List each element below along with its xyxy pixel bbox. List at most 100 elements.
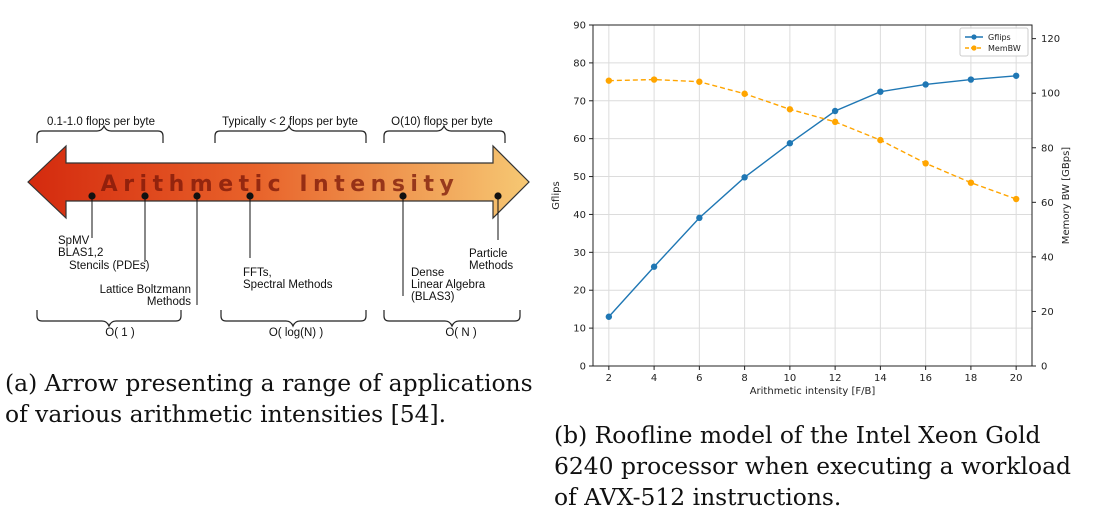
x-tick-label: 18 (965, 373, 978, 384)
legend-marker (971, 45, 977, 51)
x-tick-label: 14 (874, 373, 887, 384)
marker-label-line: FFTs, (243, 267, 272, 279)
legend-entry: MemBW (988, 44, 1021, 53)
marker-particle-methods: Particle Methods (469, 192, 513, 272)
marker-label-line: Linear Algebra (411, 279, 486, 291)
y-tick-label: 0 (580, 362, 586, 373)
x-tick-label: 8 (741, 373, 747, 384)
marker-label-line: BLAS1,2 (58, 247, 103, 259)
y2-tick-label: 20 (1041, 307, 1054, 318)
figure-a: 0.1-1.0 flops per byte Typically < 2 flo… (27, 116, 530, 339)
data-point-membw (741, 90, 748, 97)
x-axis-label: Arithmetic intensity [F/B] (750, 386, 876, 397)
marker-label-line: Dense (411, 267, 444, 279)
data-point-gflips (1012, 72, 1020, 79)
top-brace-2 (214, 124, 367, 143)
data-point-membw (696, 78, 703, 85)
caption-b: (b) Roofline model of the Intel Xeon Gol… (554, 420, 1099, 513)
x-tick-label: 20 (1010, 373, 1023, 384)
series-line-gflips (608, 75, 1017, 318)
marker-dense-linear-algebra: Dense Linear Algebra (BLAS3) (399, 192, 486, 303)
x-tick-label: 6 (696, 373, 702, 384)
data-point-gflips (831, 107, 839, 115)
marker-label-line: Spectral Methods (243, 279, 333, 291)
caption-line: 6240 processor when executing a workload (554, 452, 1071, 480)
data-point-membw (786, 106, 794, 113)
x-tick-label: 12 (829, 373, 842, 384)
y-axis-label: Gflips (551, 181, 562, 209)
legend-box (959, 27, 1029, 57)
y-tick-label: 60 (573, 134, 586, 145)
marker-label-line: Methods (469, 260, 513, 272)
x-tick-label: 16 (919, 373, 932, 384)
plot-frame (592, 24, 1033, 367)
double-arrow (27, 144, 530, 220)
data-point-membw (922, 160, 929, 167)
data-point-membw (1012, 195, 1020, 203)
bottom-bracket-label-3: O( N ) (445, 327, 476, 339)
marker-label-line: Stencils (PDEs) (69, 260, 150, 272)
y2-tick-label: 40 (1041, 252, 1054, 263)
y2-tick-label: 0 (1041, 362, 1047, 373)
data-point-gflips (786, 140, 794, 147)
caption-a: (a) Arrow presenting a range of applicat… (5, 368, 545, 430)
top-bracket-label-1: 0.1-1.0 flops per byte (47, 116, 155, 128)
bottom-bracket-label-1: O( 1 ) (105, 327, 135, 339)
marker-lattice-boltzmann: Lattice Boltzmann Methods (100, 192, 201, 308)
top-bracket-label-3: O(10) flops per byte (391, 116, 493, 128)
data-point-membw (605, 77, 613, 84)
y2-tick-label: 120 (1041, 34, 1060, 45)
y2-axis-label: Memory BW [GBps] (1061, 147, 1072, 244)
legend: Gflips MemBW (959, 27, 1029, 57)
y2-tick-label: 80 (1041, 143, 1054, 154)
x-tick-label: 10 (784, 373, 797, 384)
caption-line: of AVX-512 instructions. (554, 483, 842, 511)
top-bracket-label-2: Typically < 2 flops per byte (222, 116, 358, 128)
arithmetic-intensity-diagram: 0.1-1.0 flops per byte Typically < 2 flo… (27, 116, 530, 339)
roofline-chart: 0 10 20 30 40 50 60 70 80 90 0 20 40 60 80 100 120 2 4 6 8… (551, 21, 1072, 398)
legend-marker (971, 34, 977, 40)
top-brace-1 (36, 124, 164, 143)
data-point-membw (877, 136, 884, 144)
y2-tick-label: 60 (1041, 198, 1054, 209)
marker-label-line: Lattice Boltzmann (100, 284, 191, 296)
series (605, 72, 1020, 320)
figure-b: 0 10 20 30 40 50 60 70 80 90 0 20 40 60 80 100 120 2 4 6 8… (548, 0, 1103, 524)
caption-line: of various arithmetic intensities [54]. (5, 400, 447, 428)
y-tick-label: 80 (573, 58, 586, 69)
data-point-membw (650, 76, 658, 83)
y-tick-label: 70 (573, 96, 586, 107)
y2-tick-label: 100 (1041, 89, 1060, 100)
bottom-bracket-label-2: O( log(N) ) (269, 327, 323, 339)
top-brace-3 (383, 124, 506, 143)
y-tick-label: 50 (573, 172, 586, 183)
series-line-membw (608, 78, 1017, 200)
caption-line: (b) Roofline model of the Intel Xeon Gol… (554, 421, 1041, 449)
data-point-gflips (741, 174, 748, 181)
marker-label-line: Methods (147, 296, 191, 308)
y-axis-left: 0 10 20 30 40 50 60 70 80 90 (573, 21, 593, 373)
grid (593, 24, 1032, 367)
marker-ffts: FFTs, Spectral Methods (243, 192, 333, 291)
marker-label-line: (BLAS3) (411, 291, 455, 303)
x-tick-label: 4 (651, 373, 657, 384)
y-tick-label: 40 (573, 210, 586, 221)
data-point-gflips (922, 81, 929, 88)
data-point-membw (967, 179, 975, 186)
y-tick-label: 10 (573, 324, 586, 335)
data-point-gflips (877, 88, 884, 95)
x-axis: 2 4 6 8 10 12 14 16 18 20 (606, 366, 1023, 384)
data-point-gflips (605, 313, 613, 320)
bottom-brace-3 (383, 310, 521, 328)
data-point-gflips (967, 76, 975, 83)
bottom-brace-2 (220, 310, 367, 328)
marker-label-line: SpMV (58, 235, 90, 247)
bottom-brace-1 (36, 310, 182, 328)
marker-spmv: SpMV BLAS1,2 (58, 192, 103, 259)
marker-label-line: Particle (469, 248, 507, 260)
data-point-gflips (650, 263, 658, 270)
y-tick-label: 30 (573, 248, 586, 259)
arrow-label: Arithmetic Intensity (101, 172, 460, 197)
y-tick-label: 20 (573, 286, 586, 297)
legend-entry: Gflips (988, 33, 1011, 42)
